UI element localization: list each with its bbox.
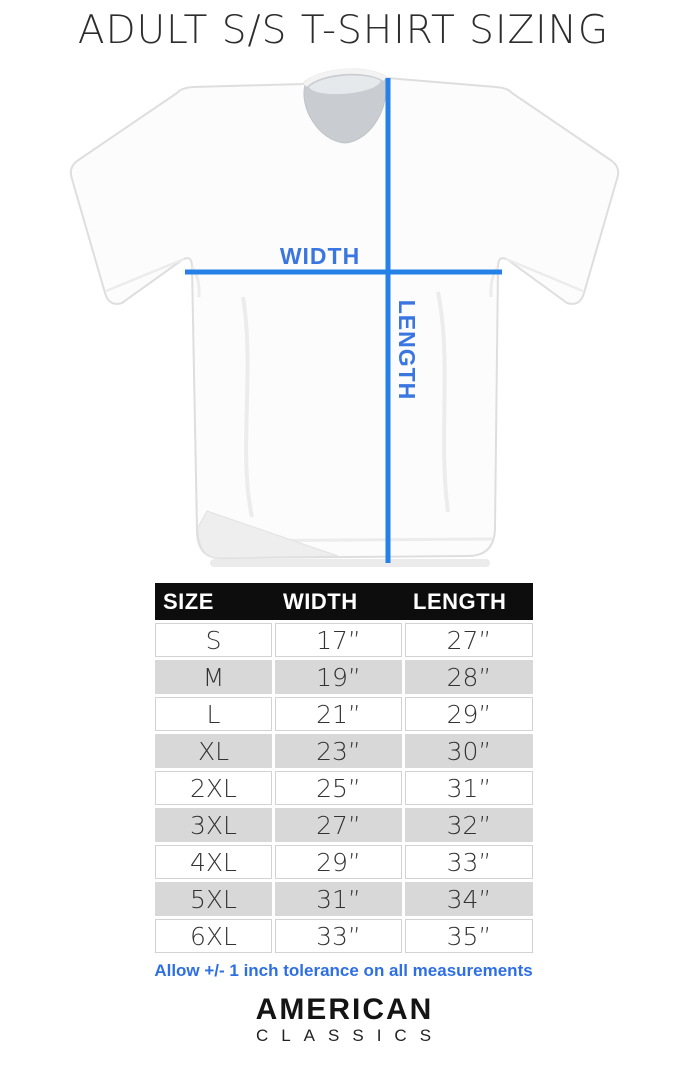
- width-cell: 19”: [275, 660, 402, 694]
- length-cell: 34”: [405, 882, 533, 916]
- size-cell: 4XL: [155, 845, 272, 879]
- table-row: XL 23” 30”: [155, 734, 533, 768]
- length-cell: 29”: [405, 697, 533, 731]
- length-cell: 32”: [405, 808, 533, 842]
- brand-name-classics: CLASSICS: [255, 1026, 445, 1045]
- table-row: L 21” 29”: [155, 697, 533, 731]
- size-cell: 6XL: [155, 919, 272, 953]
- length-cell: 30”: [405, 734, 533, 768]
- width-cell: 25”: [275, 771, 402, 805]
- size-cell: XL: [155, 734, 272, 768]
- brand-name-american: AMERICAN: [255, 993, 434, 1026]
- brand-logo: AMERICAN CLASSICS: [0, 993, 687, 1045]
- table-header-row: SIZE WIDTH LENGTH: [155, 583, 533, 620]
- width-cell: 21”: [275, 697, 402, 731]
- size-cell: S: [155, 623, 272, 657]
- table-row: S 17” 27”: [155, 623, 533, 657]
- length-cell: 33”: [405, 845, 533, 879]
- table-row: 4XL 29” 33”: [155, 845, 533, 879]
- header-width: WIDTH: [283, 588, 358, 614]
- size-cell: 5XL: [155, 882, 272, 916]
- table-row: 5XL 31” 34”: [155, 882, 533, 916]
- tshirt-image: [69, 68, 620, 560]
- width-cell: 17”: [275, 623, 402, 657]
- hem-fold: [197, 510, 339, 559]
- width-cell: 31”: [275, 882, 402, 916]
- table-row: 2XL 25” 31”: [155, 771, 533, 805]
- width-label: WIDTH: [280, 243, 360, 269]
- table-row: 6XL 33” 35”: [155, 919, 533, 953]
- header-length: LENGTH: [413, 588, 507, 614]
- size-cell: 2XL: [155, 771, 272, 805]
- shirt-shadow: [210, 559, 490, 567]
- page-title: ADULT S/S T-SHIRT SIZING: [77, 8, 610, 53]
- length-cell: 27”: [405, 623, 533, 657]
- collar: [303, 68, 387, 144]
- length-cell: 35”: [405, 919, 533, 953]
- size-cell: 3XL: [155, 808, 272, 842]
- length-cell: 28”: [405, 660, 533, 694]
- tshirt-measurement-diagram: WIDTH LENGTH: [69, 68, 620, 567]
- table-row: 3XL 27” 32”: [155, 808, 533, 842]
- size-cell: M: [155, 660, 272, 694]
- width-cell: 23”: [275, 734, 402, 768]
- table-row: M 19” 28”: [155, 660, 533, 694]
- length-cell: 31”: [405, 771, 533, 805]
- width-cell: 29”: [275, 845, 402, 879]
- length-label: LENGTH: [394, 300, 420, 401]
- size-cell: L: [155, 697, 272, 731]
- tolerance-note: Allow +/- 1 inch tolerance on all measur…: [154, 961, 533, 980]
- header-size: SIZE: [163, 588, 214, 614]
- width-cell: 27”: [275, 808, 402, 842]
- size-table: SIZE WIDTH LENGTH S 17” 27” M 19” 28” L …: [155, 583, 533, 953]
- width-cell: 33”: [275, 919, 402, 953]
